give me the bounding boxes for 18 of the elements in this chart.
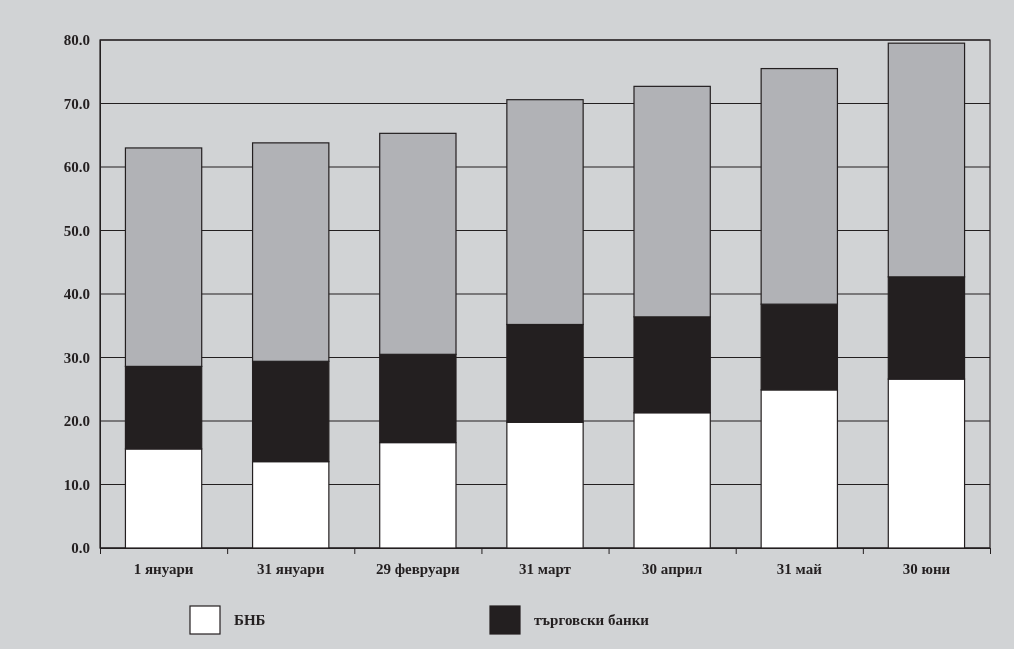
x-tick-label: 29 февруари: [375, 561, 461, 577]
legend-label: търговски банки: [534, 612, 650, 628]
y-tick-label: 40.0: [63, 286, 90, 303]
x-tick-label: 31 май: [776, 561, 823, 577]
y-tick-label: 0.0: [71, 540, 90, 557]
x-tick-label: 31 март: [519, 561, 572, 577]
x-tick-label: 31 януари: [257, 561, 325, 577]
y-tick-label: 50.0: [63, 222, 90, 239]
y-tick-label: 20.0: [63, 413, 90, 430]
y-tick-label: 30.0: [63, 349, 90, 366]
y-tick-label: 80.0: [63, 32, 90, 49]
y-tick-label: 70.0: [63, 95, 90, 112]
x-tick-label: 30 юни: [902, 561, 951, 577]
y-tick-label: 60.0: [63, 159, 90, 176]
x-tick-label: 1 януари: [133, 561, 194, 577]
legend-label: БНБ: [234, 612, 266, 628]
x-tick-label: 30 април: [642, 561, 703, 577]
y-tick-label: 10.0: [63, 476, 90, 493]
